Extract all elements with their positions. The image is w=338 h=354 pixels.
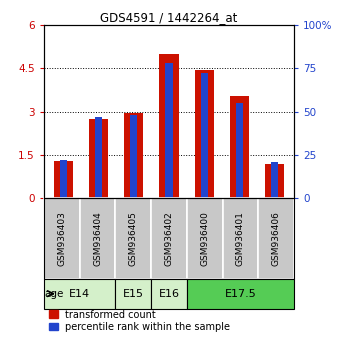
Bar	[95, 117, 102, 198]
Bar	[265, 164, 284, 198]
Text: GSM936405: GSM936405	[129, 211, 138, 266]
Text: E15: E15	[123, 289, 144, 299]
Bar	[44, 279, 115, 308]
Bar	[258, 198, 294, 279]
Text: E17.5: E17.5	[224, 289, 256, 299]
Bar	[89, 119, 108, 198]
Bar	[151, 198, 187, 279]
Text: E14: E14	[69, 289, 90, 299]
Bar	[200, 73, 208, 198]
Bar	[54, 161, 73, 198]
Text: E16: E16	[159, 289, 179, 299]
Bar	[165, 63, 173, 198]
Text: GSM936404: GSM936404	[93, 211, 102, 266]
Legend: transformed count, percentile rank within the sample: transformed count, percentile rank withi…	[49, 309, 230, 332]
Title: GDS4591 / 1442264_at: GDS4591 / 1442264_at	[100, 11, 238, 24]
Bar	[59, 160, 67, 198]
Bar	[187, 279, 294, 308]
Bar	[230, 96, 249, 198]
Bar	[236, 103, 243, 198]
Bar	[271, 162, 279, 198]
Bar	[124, 113, 143, 198]
Text: GSM936403: GSM936403	[57, 211, 66, 266]
Text: GSM936401: GSM936401	[236, 211, 245, 266]
Text: GSM936402: GSM936402	[165, 211, 173, 266]
Bar	[115, 198, 151, 279]
Bar	[187, 198, 223, 279]
Bar	[130, 115, 138, 198]
Text: age: age	[44, 289, 64, 299]
Bar	[223, 198, 258, 279]
Text: GSM936406: GSM936406	[272, 211, 281, 266]
Bar	[151, 279, 187, 308]
Bar	[80, 198, 115, 279]
Bar	[44, 198, 80, 279]
Bar	[159, 54, 179, 198]
Text: GSM936400: GSM936400	[200, 211, 209, 266]
Bar	[195, 70, 214, 198]
Bar	[115, 279, 151, 308]
